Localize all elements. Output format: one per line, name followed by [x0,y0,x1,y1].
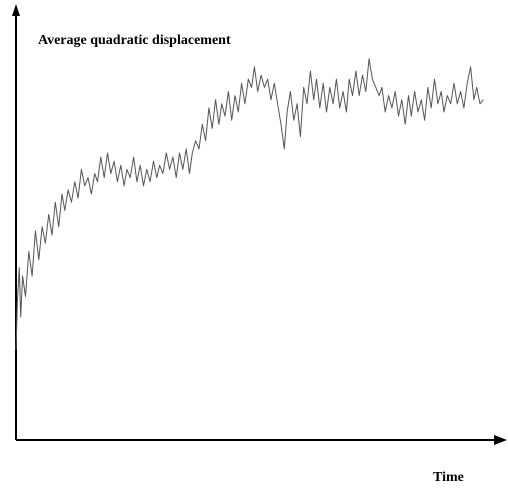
y-axis-arrowhead [12,4,20,16]
y-axis-label: Average quadratic displacement [38,33,231,48]
series-layer [15,58,484,350]
axes [12,4,507,445]
series-line [15,58,484,350]
x-axis-label: Time [433,470,464,485]
x-axis-arrowhead [494,435,507,445]
